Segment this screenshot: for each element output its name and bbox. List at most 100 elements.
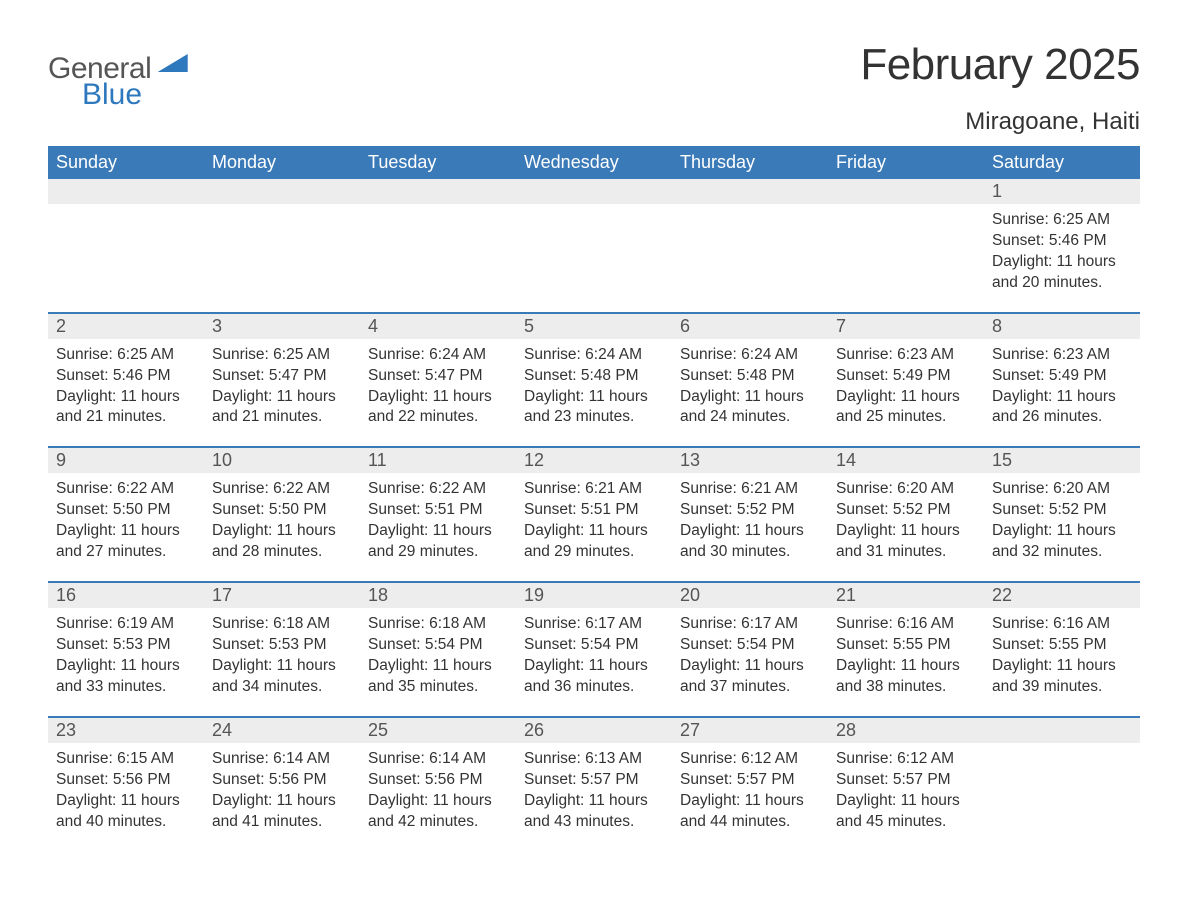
day-cell	[360, 204, 516, 312]
daynum-row: ......1	[48, 179, 1140, 204]
sunset-text: Sunset: 5:53 PM	[56, 635, 196, 656]
day-number: 21	[828, 583, 984, 608]
sunrise-text: Sunrise: 6:24 AM	[524, 345, 664, 366]
daylight-text: Daylight: 11 hours	[368, 656, 508, 677]
day-cell: Sunrise: 6:25 AMSunset: 5:46 PMDaylight:…	[984, 204, 1140, 312]
daylight-text: Daylight: 11 hours	[56, 387, 196, 408]
sunset-text: Sunset: 5:47 PM	[212, 366, 352, 387]
daylight-text: and 33 minutes.	[56, 677, 196, 698]
day-number: .	[672, 179, 828, 204]
day-number: 22	[984, 583, 1140, 608]
logo-sail-icon	[158, 54, 188, 72]
sunrise-text: Sunrise: 6:22 AM	[56, 479, 196, 500]
sunrise-text: Sunrise: 6:20 AM	[836, 479, 976, 500]
day-cell: Sunrise: 6:25 AMSunset: 5:47 PMDaylight:…	[204, 339, 360, 447]
weekday-header: Friday	[828, 146, 984, 179]
page-title: February 2025	[860, 40, 1140, 90]
daylight-text: Daylight: 11 hours	[368, 521, 508, 542]
day-cell: Sunrise: 6:23 AMSunset: 5:49 PMDaylight:…	[984, 339, 1140, 447]
day-number: 2	[48, 314, 204, 339]
daylight-text: Daylight: 11 hours	[212, 656, 352, 677]
sunrise-text: Sunrise: 6:17 AM	[680, 614, 820, 635]
daylight-text: and 34 minutes.	[212, 677, 352, 698]
day-number: 24	[204, 718, 360, 743]
day-number: 1	[984, 179, 1140, 204]
daylight-text: and 41 minutes.	[212, 812, 352, 833]
daylight-text: Daylight: 11 hours	[836, 791, 976, 812]
daylight-text: Daylight: 11 hours	[680, 521, 820, 542]
weeks-container: ......1Sunrise: 6:25 AMSunset: 5:46 PMDa…	[48, 179, 1140, 850]
day-number: .	[48, 179, 204, 204]
title-block: February 2025 Miragoane, Haiti	[860, 40, 1140, 136]
day-number: 8	[984, 314, 1140, 339]
calendar-week: 232425262728.Sunrise: 6:15 AMSunset: 5:5…	[48, 716, 1140, 851]
daylight-text: Daylight: 11 hours	[212, 791, 352, 812]
calendar: Sunday Monday Tuesday Wednesday Thursday…	[48, 146, 1140, 850]
weekday-header: Wednesday	[516, 146, 672, 179]
daylight-text: Daylight: 11 hours	[524, 521, 664, 542]
sunset-text: Sunset: 5:56 PM	[56, 770, 196, 791]
day-number: .	[984, 718, 1140, 743]
daylight-text: Daylight: 11 hours	[524, 387, 664, 408]
daylight-text: Daylight: 11 hours	[524, 791, 664, 812]
weekday-header-row: Sunday Monday Tuesday Wednesday Thursday…	[48, 146, 1140, 179]
daylight-text: Daylight: 11 hours	[680, 387, 820, 408]
day-number: 5	[516, 314, 672, 339]
sunrise-text: Sunrise: 6:24 AM	[680, 345, 820, 366]
day-cell: Sunrise: 6:25 AMSunset: 5:46 PMDaylight:…	[48, 339, 204, 447]
day-cell: Sunrise: 6:24 AMSunset: 5:48 PMDaylight:…	[516, 339, 672, 447]
daylight-text: and 26 minutes.	[992, 407, 1132, 428]
sunset-text: Sunset: 5:51 PM	[524, 500, 664, 521]
day-cell: Sunrise: 6:22 AMSunset: 5:50 PMDaylight:…	[204, 473, 360, 581]
day-cell	[48, 204, 204, 312]
sunset-text: Sunset: 5:57 PM	[836, 770, 976, 791]
day-cell: Sunrise: 6:21 AMSunset: 5:52 PMDaylight:…	[672, 473, 828, 581]
daylight-text: Daylight: 11 hours	[56, 521, 196, 542]
day-cell: Sunrise: 6:15 AMSunset: 5:56 PMDaylight:…	[48, 743, 204, 851]
day-number: 15	[984, 448, 1140, 473]
daylight-text: Daylight: 11 hours	[992, 387, 1132, 408]
day-cell: Sunrise: 6:16 AMSunset: 5:55 PMDaylight:…	[984, 608, 1140, 716]
daylight-text: Daylight: 11 hours	[992, 521, 1132, 542]
day-cell: Sunrise: 6:21 AMSunset: 5:51 PMDaylight:…	[516, 473, 672, 581]
sunset-text: Sunset: 5:49 PM	[992, 366, 1132, 387]
daylight-text: Daylight: 11 hours	[836, 387, 976, 408]
sunrise-text: Sunrise: 6:22 AM	[368, 479, 508, 500]
day-cell	[516, 204, 672, 312]
sunset-text: Sunset: 5:55 PM	[836, 635, 976, 656]
daylight-text: and 45 minutes.	[836, 812, 976, 833]
weekday-header: Sunday	[48, 146, 204, 179]
daylight-text: Daylight: 11 hours	[680, 656, 820, 677]
daynum-row: 232425262728.	[48, 718, 1140, 743]
location-label: Miragoane, Haiti	[860, 108, 1140, 136]
daylight-text: and 43 minutes.	[524, 812, 664, 833]
day-number: 27	[672, 718, 828, 743]
day-number: 28	[828, 718, 984, 743]
sunrise-text: Sunrise: 6:18 AM	[212, 614, 352, 635]
day-cell: Sunrise: 6:24 AMSunset: 5:47 PMDaylight:…	[360, 339, 516, 447]
daylight-text: and 42 minutes.	[368, 812, 508, 833]
day-number: 11	[360, 448, 516, 473]
sunset-text: Sunset: 5:57 PM	[524, 770, 664, 791]
daylight-text: Daylight: 11 hours	[56, 656, 196, 677]
calendar-week: 16171819202122Sunrise: 6:19 AMSunset: 5:…	[48, 581, 1140, 716]
weekday-header: Monday	[204, 146, 360, 179]
daylight-text: Daylight: 11 hours	[992, 252, 1132, 273]
daylight-text: and 44 minutes.	[680, 812, 820, 833]
sunset-text: Sunset: 5:53 PM	[212, 635, 352, 656]
daylight-text: and 36 minutes.	[524, 677, 664, 698]
day-number: .	[360, 179, 516, 204]
sunrise-text: Sunrise: 6:21 AM	[524, 479, 664, 500]
sunrise-text: Sunrise: 6:14 AM	[212, 749, 352, 770]
daylight-text: and 24 minutes.	[680, 407, 820, 428]
sunrise-text: Sunrise: 6:16 AM	[836, 614, 976, 635]
sunset-text: Sunset: 5:52 PM	[836, 500, 976, 521]
daylight-text: Daylight: 11 hours	[56, 791, 196, 812]
day-number: 6	[672, 314, 828, 339]
day-number: 18	[360, 583, 516, 608]
sunset-text: Sunset: 5:52 PM	[680, 500, 820, 521]
calendar-week: 9101112131415Sunrise: 6:22 AMSunset: 5:5…	[48, 446, 1140, 581]
day-cell	[204, 204, 360, 312]
daylight-text: Daylight: 11 hours	[212, 521, 352, 542]
sunset-text: Sunset: 5:48 PM	[524, 366, 664, 387]
